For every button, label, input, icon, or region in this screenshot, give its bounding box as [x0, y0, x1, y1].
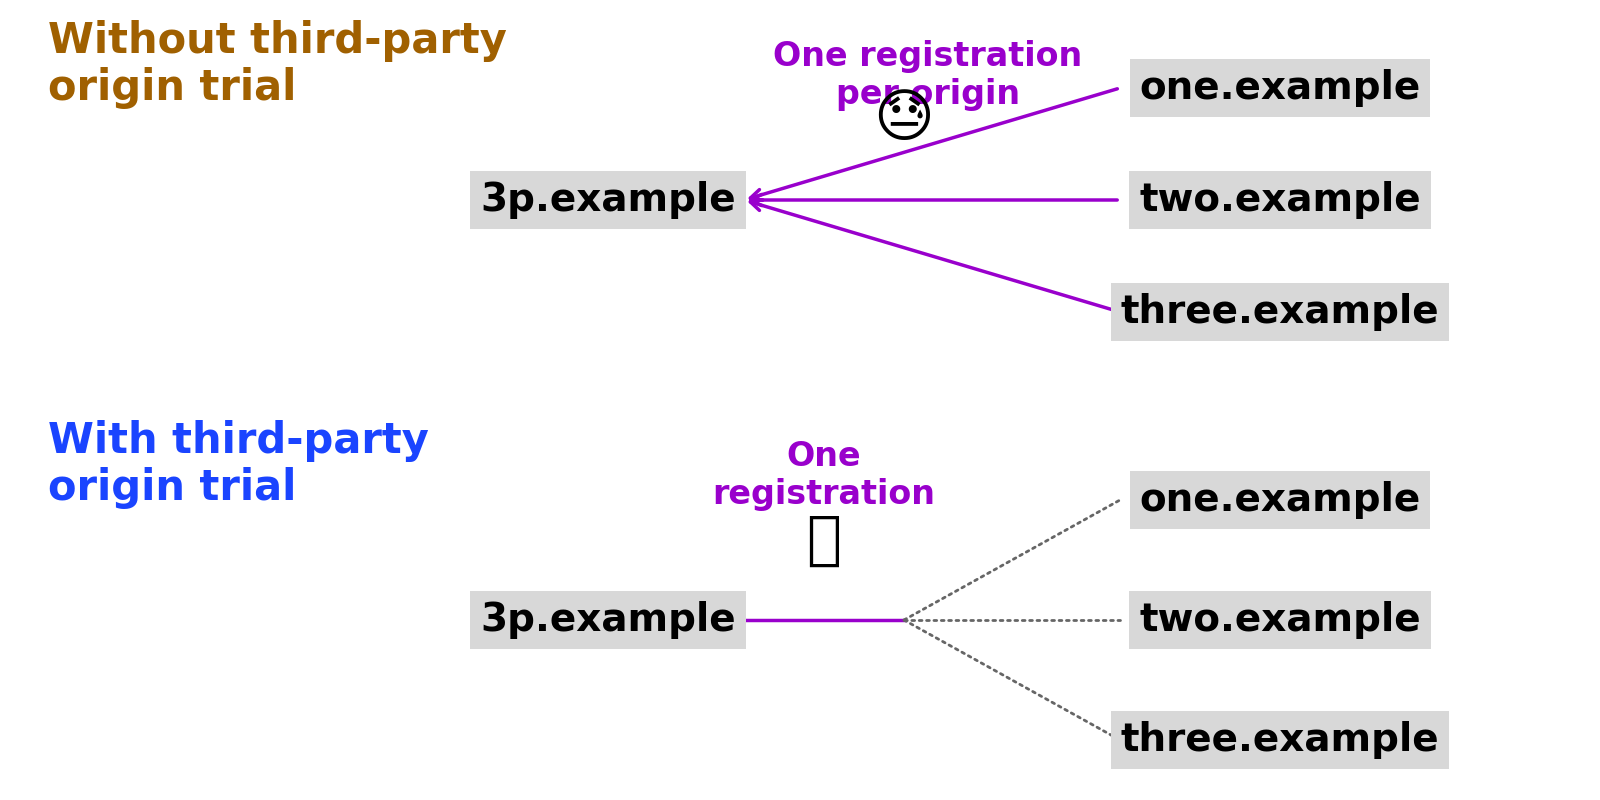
- Text: two.example: two.example: [1139, 601, 1421, 639]
- Text: one.example: one.example: [1139, 481, 1421, 519]
- Text: three.example: three.example: [1120, 721, 1440, 759]
- Text: 😓: 😓: [874, 91, 934, 149]
- Text: three.example: three.example: [1120, 293, 1440, 331]
- Text: Without third-party
origin trial: Without third-party origin trial: [48, 20, 507, 109]
- Text: 🙂: 🙂: [806, 511, 842, 569]
- Text: 3p.example: 3p.example: [480, 601, 736, 639]
- Text: One registration
per origin: One registration per origin: [773, 40, 1083, 111]
- Text: one.example: one.example: [1139, 69, 1421, 107]
- Text: two.example: two.example: [1139, 181, 1421, 219]
- Text: 3p.example: 3p.example: [480, 181, 736, 219]
- Text: With third-party
origin trial: With third-party origin trial: [48, 420, 429, 509]
- Text: One
registration: One registration: [712, 440, 936, 511]
